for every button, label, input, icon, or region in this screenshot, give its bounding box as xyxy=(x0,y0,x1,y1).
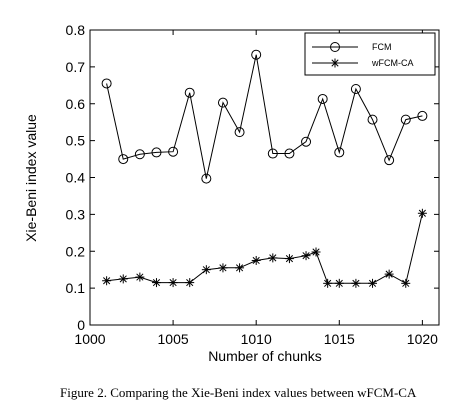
data-point xyxy=(401,278,411,288)
star-stroke xyxy=(119,275,127,283)
figure-caption: Figure 2. Comparing the Xie-Beni index v… xyxy=(60,385,417,400)
y-tick-label: 0.6 xyxy=(66,96,86,112)
data-point xyxy=(350,84,361,94)
y-tick-label: 0.8 xyxy=(66,22,86,38)
star-stroke xyxy=(324,279,332,287)
star-stroke xyxy=(136,273,144,281)
data-point xyxy=(184,87,195,98)
x-tick-label: 1000 xyxy=(74,331,105,347)
star-stroke xyxy=(302,252,310,260)
x-axis-label: Number of chunks xyxy=(208,348,322,364)
star-stroke xyxy=(418,209,426,217)
star-stroke xyxy=(219,264,227,272)
data-point xyxy=(235,263,245,273)
data-point xyxy=(101,78,112,89)
legend-marker xyxy=(330,42,340,52)
series-line xyxy=(106,54,423,179)
data-point xyxy=(351,278,361,288)
data-point xyxy=(268,253,278,263)
data-point xyxy=(284,254,294,264)
legend-marker xyxy=(330,58,340,68)
legend-box xyxy=(304,32,436,76)
star-stroke xyxy=(368,279,377,287)
x-axis-ticks: 1000 1005 1010 1015 1020 xyxy=(74,30,438,347)
star-stroke xyxy=(202,266,210,274)
star-stroke xyxy=(252,256,260,265)
y-axis-label: Xie-Beni index value xyxy=(23,114,39,242)
data-point xyxy=(400,114,411,125)
data-point xyxy=(135,272,145,282)
data-point xyxy=(151,147,162,158)
y-tick-label: 0.3 xyxy=(66,206,86,222)
data-point xyxy=(134,149,145,160)
data-point xyxy=(151,278,161,288)
data-point xyxy=(367,114,378,125)
star-stroke xyxy=(285,255,294,263)
data-point xyxy=(301,251,311,261)
data-point xyxy=(217,97,228,108)
series-fcm xyxy=(101,49,428,184)
data-point xyxy=(334,147,345,158)
data-point xyxy=(118,154,129,165)
star-stroke xyxy=(235,264,244,272)
data-point xyxy=(234,127,245,138)
y-tick-label: 0 xyxy=(77,317,85,333)
data-point xyxy=(251,49,262,60)
y-axis-ticks: 0 0.1 0.2 0.3 0.4 0.5 0.6 0.7 0.8 xyxy=(66,22,439,333)
data-point xyxy=(251,255,261,265)
data-point xyxy=(334,278,344,288)
data-point xyxy=(384,155,395,166)
star-stroke xyxy=(152,279,161,287)
data-point xyxy=(168,278,178,288)
star-stroke xyxy=(352,279,360,287)
data-point xyxy=(317,93,328,104)
data-point xyxy=(417,208,427,218)
data-point xyxy=(417,110,428,121)
star-stroke xyxy=(402,279,410,287)
y-tick-label: 0.1 xyxy=(66,280,86,296)
data-point xyxy=(201,265,211,275)
x-tick-label: 1020 xyxy=(407,331,438,347)
y-tick-label: 0.7 xyxy=(66,59,86,75)
data-point xyxy=(284,148,295,159)
data-point xyxy=(301,136,312,147)
legend: FCM wFCM-CA xyxy=(304,32,436,76)
data-point xyxy=(368,278,378,288)
legend-label: wFCM-CA xyxy=(371,58,414,68)
x-tick-label: 1005 xyxy=(158,331,189,347)
series-layer xyxy=(101,49,428,288)
star-stroke xyxy=(269,254,277,262)
data-point xyxy=(311,247,321,257)
data-point xyxy=(267,148,278,159)
star-stroke xyxy=(169,279,177,287)
data-point xyxy=(118,274,128,284)
star-stroke xyxy=(312,248,320,256)
data-point xyxy=(185,278,195,288)
star-stroke xyxy=(331,59,339,67)
data-point xyxy=(102,276,112,286)
x-tick-label: 1010 xyxy=(241,331,272,347)
data-point xyxy=(201,173,212,184)
star-stroke xyxy=(186,279,194,287)
x-tick-label: 1015 xyxy=(324,331,355,347)
star-stroke xyxy=(335,279,343,287)
series-wfcm-ca xyxy=(102,208,427,288)
data-point xyxy=(323,278,333,288)
data-point xyxy=(218,263,228,273)
legend-label: FCM xyxy=(372,42,392,52)
data-point xyxy=(384,269,394,279)
plot-frame xyxy=(89,29,440,326)
y-tick-label: 0.5 xyxy=(66,133,86,149)
y-tick-label: 0.4 xyxy=(66,170,86,186)
star-stroke xyxy=(385,270,393,278)
data-point xyxy=(168,146,179,157)
star-stroke xyxy=(103,277,111,285)
y-tick-label: 0.2 xyxy=(66,243,86,259)
